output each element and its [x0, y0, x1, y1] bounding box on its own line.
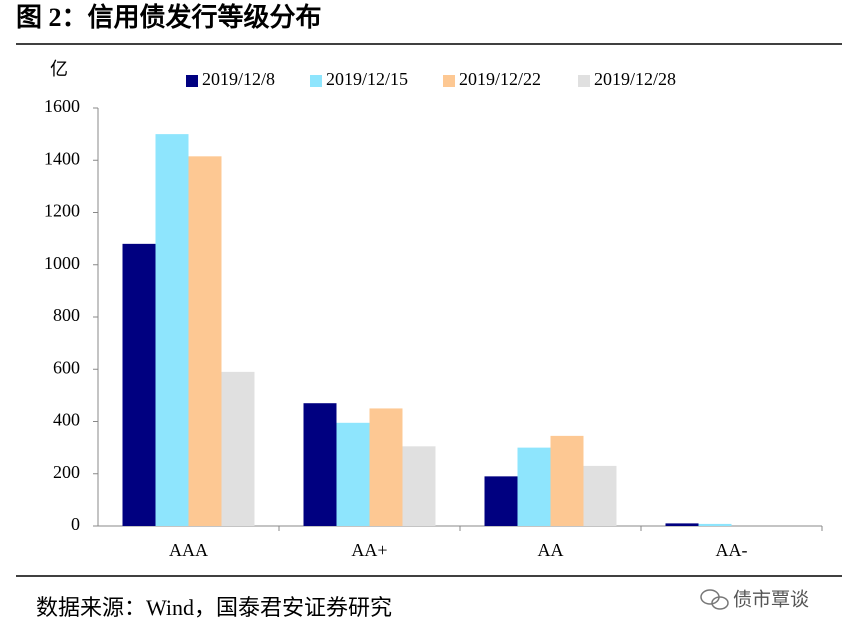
y-tick-label: 1200	[44, 201, 80, 221]
y-tick-label: 0	[71, 514, 80, 534]
x-tick-label: AA-	[716, 540, 748, 560]
bar	[583, 465, 617, 526]
bar	[402, 446, 436, 526]
y-tick-label: 400	[53, 410, 80, 430]
bar	[221, 371, 255, 526]
x-tick-label: AA+	[351, 540, 387, 560]
legend-label: 2019/12/28	[594, 69, 676, 89]
chart-title: 图 2：信用债发行等级分布	[16, 2, 322, 32]
legend-swatch	[578, 75, 590, 87]
source-note: 数据来源：Wind，国泰君安证券研究	[36, 595, 392, 620]
legend-label: 2019/12/15	[326, 69, 408, 89]
watermark-icon	[700, 589, 729, 610]
y-tick-label: 600	[53, 357, 80, 377]
y-unit: 亿	[50, 59, 68, 79]
x-tick-label: AA	[538, 540, 564, 560]
y-tick-label: 1400	[44, 148, 80, 168]
legend-swatch	[310, 75, 322, 87]
legend-label: 2019/12/22	[459, 69, 541, 89]
x-tick-label: AAA	[169, 540, 208, 560]
bar	[303, 403, 337, 526]
bar	[122, 243, 156, 526]
bar	[336, 422, 370, 526]
legend-label: 2019/12/8	[202, 69, 275, 89]
bar	[369, 408, 403, 526]
bar	[484, 476, 518, 526]
bar	[155, 134, 189, 526]
y-tick-label: 1600	[44, 96, 80, 116]
y-tick-label: 200	[53, 462, 80, 482]
y-tick-label: 1000	[44, 253, 80, 273]
bar	[665, 523, 699, 526]
bar	[698, 523, 732, 526]
y-tick-label: 800	[53, 305, 80, 325]
bar	[517, 447, 551, 526]
legend-swatch	[186, 75, 198, 87]
legend-swatch	[443, 75, 455, 87]
bar	[550, 435, 584, 526]
bar	[188, 156, 222, 527]
watermark: 债市覃谈	[733, 589, 809, 611]
